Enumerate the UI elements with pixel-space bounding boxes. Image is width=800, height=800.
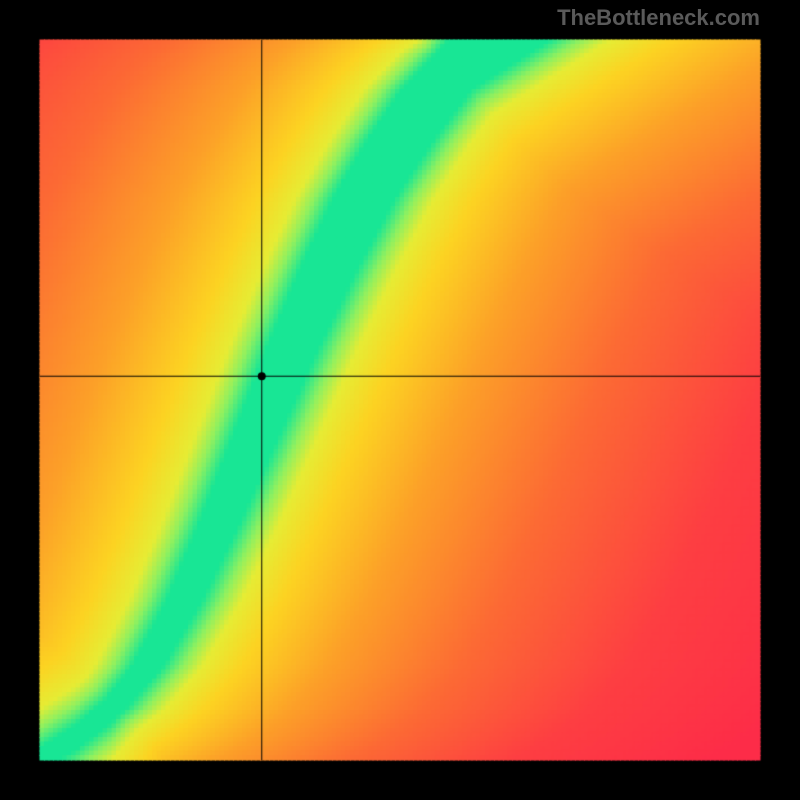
watermark-text: TheBottleneck.com (557, 5, 760, 31)
watermark-label: TheBottleneck.com (557, 5, 760, 30)
bottleneck-heatmap (0, 0, 800, 800)
